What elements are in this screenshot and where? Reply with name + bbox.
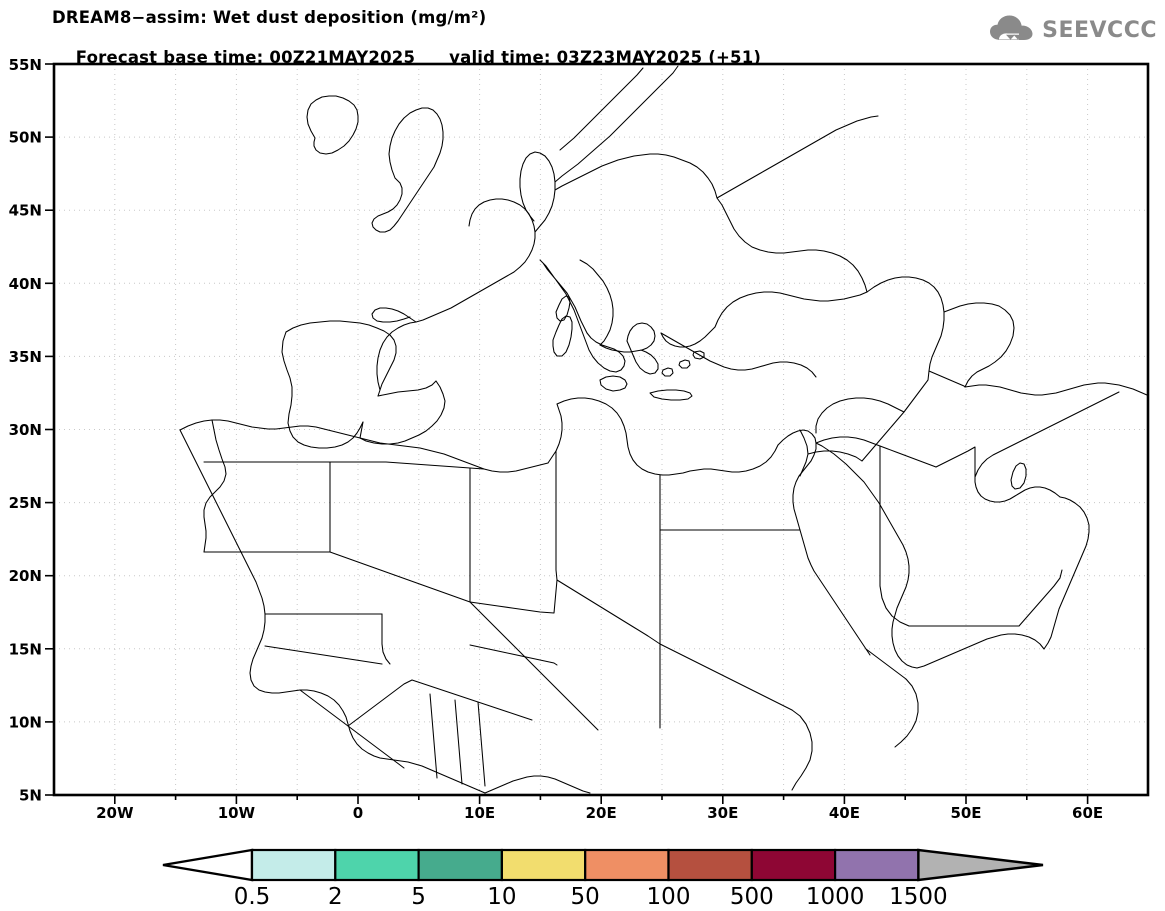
x-tick-label: 50E bbox=[950, 804, 981, 822]
x-tick-label: 40E bbox=[829, 804, 860, 822]
y-tick-label: 10N bbox=[9, 713, 42, 731]
colorbar-tick-label: 2 bbox=[328, 884, 343, 907]
y-tick-label: 55N bbox=[9, 56, 42, 74]
y-tick-label: 25N bbox=[9, 494, 42, 512]
x-axis-labels: 20W 10W 0 10E 20E 30E 40E 50E 60E bbox=[96, 804, 1103, 822]
x-tick-label: 30E bbox=[707, 804, 738, 822]
y-tick-label: 50N bbox=[9, 129, 42, 147]
y-tick-label: 20N bbox=[9, 567, 42, 585]
colorbar-cap-right[interactable] bbox=[917, 848, 1044, 882]
colorbar-cap-left[interactable] bbox=[162, 848, 254, 882]
y-tick-label: 40N bbox=[9, 275, 42, 293]
x-tick-label: 10W bbox=[218, 804, 256, 822]
x-tick-label: 0 bbox=[353, 804, 363, 822]
colorbar-tick-label: 100 bbox=[647, 884, 691, 907]
map-svg: 20W 10W 0 10E 20E 30E 40E 50E 60E 5N 10N… bbox=[9, 56, 1150, 822]
colorbar-tick-label: 50 bbox=[571, 884, 600, 907]
x-tick-label: 20W bbox=[96, 804, 134, 822]
colorbar-tick-label: 1500 bbox=[889, 884, 948, 907]
colorbar-tick-label: 1000 bbox=[806, 884, 865, 907]
logo-text: SEEVCCC bbox=[1042, 17, 1157, 43]
colorbar-tick-label: 10 bbox=[487, 884, 516, 907]
colorbar-tick-label: 5 bbox=[411, 884, 426, 907]
colorbar-segment[interactable] bbox=[833, 848, 920, 882]
colorbar-svg: 0.5 2 5 10 50 100 500 1000 1500 bbox=[162, 848, 1044, 910]
colorbar[interactable]: 0.5 2 5 10 50 100 500 1000 1500 bbox=[0, 838, 1165, 910]
x-tick-label: 10E bbox=[464, 804, 495, 822]
x-tick-label: 60E bbox=[1072, 804, 1103, 822]
colorbar-segment[interactable] bbox=[417, 848, 504, 882]
forecast-time-line: Forecast base time: 00Z21MAY2025 valid ti… bbox=[52, 28, 992, 88]
page-title: DREAM8−assim: Wet dust deposition (mg/m²… bbox=[52, 8, 487, 27]
cloud-icon bbox=[990, 15, 1033, 40]
forecast-base-time-label: Forecast base time: 00Z21MAY2025 bbox=[75, 48, 416, 67]
x-tick-label: 20E bbox=[586, 804, 617, 822]
map-gridlines bbox=[54, 64, 1148, 795]
chart-header: DREAM8−assim: Wet dust deposition (mg/m²… bbox=[52, 8, 992, 88]
colorbar-tick-label: 0.5 bbox=[234, 884, 271, 907]
seevccc-logo[interactable]: SEEVCCC bbox=[988, 14, 1157, 46]
y-tick-label: 35N bbox=[9, 348, 42, 366]
y-axis-labels: 5N 10N 15N 20N 25N 30N 35N 40N 45N 50N 5… bbox=[9, 56, 42, 805]
valid-time-label: valid time: 03Z23MAY2025 (+51) bbox=[449, 48, 762, 67]
coastlines-layer bbox=[179, 65, 1148, 794]
y-tick-label: 30N bbox=[9, 421, 42, 439]
axis-ticks bbox=[45, 63, 1089, 804]
colorbar-tick-label: 500 bbox=[730, 884, 774, 907]
colorbar-segment[interactable] bbox=[334, 848, 420, 882]
colorbar-segment[interactable] bbox=[750, 848, 837, 882]
y-tick-label: 45N bbox=[9, 202, 42, 220]
colorbar-segment[interactable] bbox=[250, 848, 337, 882]
y-tick-label: 5N bbox=[19, 787, 42, 805]
map-plot[interactable]: 20W 10W 0 10E 20E 30E 40E 50E 60E 5N 10N… bbox=[0, 0, 1165, 830]
y-tick-label: 15N bbox=[9, 640, 42, 658]
colorbar-segment[interactable] bbox=[584, 848, 670, 882]
colorbar-segment[interactable] bbox=[667, 848, 753, 882]
colorbar-segment[interactable] bbox=[500, 848, 587, 882]
